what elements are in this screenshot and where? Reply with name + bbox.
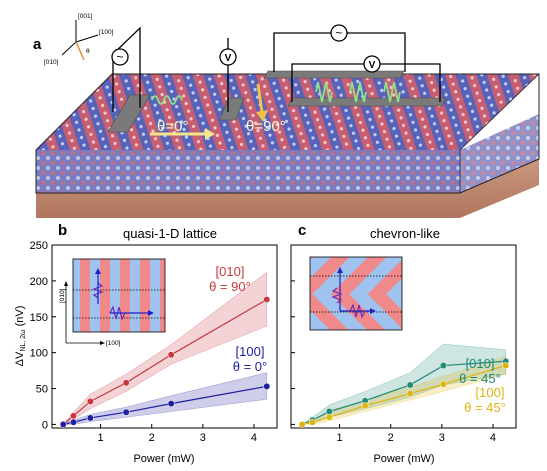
panel-c-letter: c	[298, 222, 306, 239]
data-point	[361, 402, 369, 410]
panel-a-letter: a	[33, 36, 42, 53]
chart-b-plot: 1 2 3 4 0 50 100 150 200 250	[30, 240, 271, 444]
data-point	[406, 390, 414, 398]
source-1: ~	[111, 48, 129, 66]
voltmeter-1-symbol: V	[225, 53, 232, 64]
panel-b: b quasi-1-D lattice 1 2 3 4050100150200250 …	[14, 222, 278, 465]
source-2-symbol: ~	[335, 26, 342, 40]
data-point	[70, 412, 77, 420]
inset-b-x-axis: [100]	[106, 340, 121, 347]
data-point	[86, 397, 94, 405]
y-tick-label: 150	[30, 312, 48, 324]
data-point	[263, 296, 271, 303]
chart-b-xlabel: Power (mW)	[133, 453, 194, 465]
axis-z-label: [001]	[78, 13, 93, 20]
x-tick-label: 3	[200, 432, 206, 444]
y-tick-label: 100	[30, 348, 48, 360]
data-point	[406, 381, 414, 389]
data-point	[298, 420, 306, 428]
panel-b-letter: b	[58, 222, 67, 239]
data-point	[439, 362, 447, 370]
chart-c-xlabel: Power (mW)	[373, 453, 434, 465]
data-point	[325, 408, 333, 415]
source-1-symbol: ~	[116, 50, 123, 64]
inset-c	[309, 256, 403, 331]
data-point	[122, 379, 130, 387]
inset-b: [010] [100]	[59, 258, 166, 347]
inset-b-y-axis: [010]	[59, 288, 66, 303]
data-point	[263, 382, 271, 390]
data-point	[439, 380, 447, 388]
x-tick-label: 2	[388, 432, 394, 444]
chart-c-frame	[290, 244, 517, 429]
lattice-front	[36, 150, 460, 193]
data-point	[502, 362, 510, 370]
chart-b-title: quasi-1-D lattice	[123, 226, 217, 241]
data-point	[167, 400, 175, 408]
lattice-side	[460, 114, 539, 193]
x-tick-label: 1	[337, 432, 343, 444]
x-tick-label: 2	[149, 432, 155, 444]
crystal-axes	[61, 20, 99, 61]
series-c2-angle: θ = 45°	[464, 400, 506, 415]
data-point	[325, 413, 333, 421]
series-b2-name: [100]	[236, 344, 265, 359]
series-c2-name: [100]	[476, 385, 505, 400]
substrate	[36, 159, 539, 218]
series-b1-angle: θ = 90°	[209, 279, 251, 294]
voltmeter-2: V	[363, 55, 381, 73]
wave-packets	[151, 81, 401, 105]
y-tick-label: 250	[30, 240, 48, 252]
axis-x-label: [100]	[99, 29, 114, 36]
theta90-label: θ=90°	[246, 118, 286, 135]
chart-c-plot: 1 2 3 4	[291, 244, 510, 444]
data-point	[122, 408, 130, 416]
data-point	[86, 414, 94, 422]
y-tick-label: 0	[42, 419, 48, 431]
chart-b-frame	[51, 244, 278, 429]
data-point	[309, 418, 316, 426]
voltmeter-2-symbol: V	[369, 60, 376, 71]
chart-c-title: chevron-like	[370, 226, 440, 241]
lattice-top	[36, 74, 539, 150]
slab-outline	[35, 73, 540, 194]
axis-y-label: [010]	[44, 59, 59, 66]
chart-b-ylabel: ΔVNL, 2ω (nV)	[14, 306, 27, 367]
data-point	[70, 418, 77, 426]
data-point	[167, 351, 175, 359]
voltmeter-1: V	[219, 48, 237, 66]
axis-angle-label: θ	[86, 48, 90, 55]
x-tick-label: 1	[98, 432, 104, 444]
x-tick-label: 4	[490, 432, 496, 444]
series-b2-angle: θ = 0°	[233, 359, 267, 374]
series-b1-name: [010]	[216, 264, 245, 279]
source-2: ~	[330, 24, 348, 42]
y-tick-label: 50	[36, 384, 48, 396]
theta0-label: θ=0°	[157, 118, 188, 135]
direction-arrows	[150, 83, 268, 140]
data-point	[59, 420, 67, 428]
series-c1-name: [010]	[466, 356, 495, 371]
series-c1-angle: θ = 45°	[459, 371, 501, 386]
y-tick-label: 200	[30, 276, 48, 288]
panel-a: a [001] [100] [010] θ	[33, 13, 540, 218]
x-tick-label: 3	[439, 432, 445, 444]
x-tick-label: 4	[251, 432, 257, 444]
